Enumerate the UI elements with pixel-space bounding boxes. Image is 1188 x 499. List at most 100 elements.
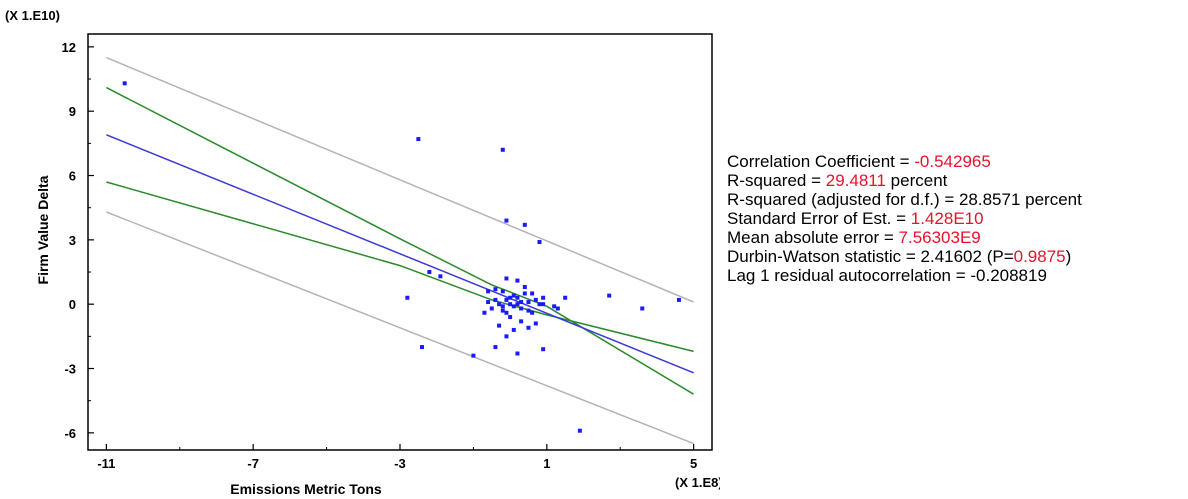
stat-line: R-squared = 29.4811 percent bbox=[727, 171, 1082, 190]
data-point bbox=[420, 345, 425, 350]
data-point bbox=[508, 315, 513, 320]
data-point bbox=[489, 306, 494, 311]
data-point bbox=[563, 295, 568, 300]
data-point bbox=[533, 321, 538, 326]
confidence-limits bbox=[106, 86, 694, 395]
y-tick-label: 3 bbox=[69, 233, 76, 248]
x-tick-label: -3 bbox=[394, 456, 406, 471]
stat-value: 1.428E10 bbox=[910, 209, 984, 228]
data-point bbox=[515, 295, 520, 300]
data-point bbox=[515, 278, 520, 283]
data-point bbox=[676, 297, 681, 302]
data-point bbox=[526, 325, 531, 330]
stat-value: -0.542965 bbox=[914, 152, 991, 171]
data-point bbox=[500, 304, 505, 309]
x-tick-label: -11 bbox=[97, 456, 115, 471]
x-tick-label: 1 bbox=[543, 456, 550, 471]
data-point bbox=[522, 222, 527, 227]
y-scale-note: (X 1.E10) bbox=[5, 8, 60, 23]
y-axis-title: Firm Value Delta bbox=[35, 175, 51, 284]
stat-label: Standard Error of Est. = bbox=[727, 209, 911, 228]
data-point bbox=[471, 353, 476, 358]
stat-line: Lag 1 residual autocorrelation = -0.2088… bbox=[727, 266, 1082, 285]
data-point bbox=[511, 327, 516, 332]
data-point bbox=[504, 297, 509, 302]
data-point bbox=[537, 240, 542, 244]
stat-line: Correlation Coefficient = -0.542965 bbox=[727, 152, 1082, 171]
confidence-upper-line bbox=[106, 86, 694, 395]
data-point bbox=[577, 428, 582, 433]
data-point bbox=[486, 300, 491, 305]
data-point bbox=[486, 289, 491, 294]
fitted-line bbox=[106, 134, 694, 374]
prediction-lower-line bbox=[106, 211, 694, 445]
regression-statistics: Correlation Coefficient = -0.542965 R-squ… bbox=[727, 152, 1082, 285]
stat-suffix: percent bbox=[885, 171, 948, 190]
data-point bbox=[497, 323, 502, 328]
data-points bbox=[122, 81, 681, 433]
data-point bbox=[427, 270, 432, 275]
data-point bbox=[416, 137, 421, 142]
fit-line bbox=[106, 134, 694, 374]
stat-line: Standard Error of Est. = 1.428E10 bbox=[727, 209, 1082, 228]
stat-label: R-squared = bbox=[727, 171, 826, 190]
data-point bbox=[482, 310, 487, 315]
data-point bbox=[515, 302, 520, 307]
y-tick-label: 0 bbox=[69, 297, 76, 312]
x-scale-note: (X 1.E8) bbox=[675, 475, 720, 490]
stat-line: R-squared (adjusted for d.f.) = 28.8571 … bbox=[727, 190, 1082, 209]
x-tick-label: -7 bbox=[247, 456, 259, 471]
data-point bbox=[515, 351, 520, 356]
prediction-limits bbox=[106, 56, 694, 445]
data-point bbox=[607, 293, 612, 298]
stat-line: Durbin-Watson statistic = 2.41602 (P=0.9… bbox=[727, 247, 1082, 266]
data-point bbox=[500, 308, 505, 313]
data-point bbox=[493, 287, 498, 292]
y-tick-label: 9 bbox=[69, 104, 76, 119]
data-point bbox=[493, 345, 498, 350]
data-point bbox=[519, 319, 524, 324]
data-point bbox=[508, 295, 513, 300]
stat-line: Mean absolute error = 7.56303E9 bbox=[727, 228, 1082, 247]
data-point bbox=[526, 308, 531, 313]
data-point bbox=[522, 285, 527, 290]
data-point bbox=[504, 310, 509, 315]
data-point bbox=[530, 291, 535, 296]
data-point bbox=[541, 302, 546, 307]
stat-label: Lag 1 residual autocorrelation = -0.2088… bbox=[727, 266, 1047, 285]
stat-value: 0.9875 bbox=[1013, 247, 1066, 266]
data-point bbox=[552, 304, 557, 309]
data-point bbox=[522, 291, 527, 296]
stat-value: 7.56303E9 bbox=[898, 228, 981, 247]
data-point bbox=[122, 81, 127, 86]
x-axis-title: Emissions Metric Tons bbox=[230, 481, 382, 497]
data-point bbox=[511, 293, 516, 298]
data-point bbox=[500, 147, 505, 152]
data-point bbox=[541, 347, 546, 352]
data-point bbox=[438, 274, 443, 279]
data-point bbox=[519, 306, 524, 311]
data-point bbox=[500, 289, 505, 294]
data-point bbox=[511, 304, 516, 309]
x-tick-label: 5 bbox=[690, 456, 697, 471]
data-point bbox=[640, 306, 645, 311]
data-point bbox=[530, 310, 535, 315]
stat-label: R-squared (adjusted for d.f.) = 28.8571 … bbox=[727, 190, 1082, 209]
data-point bbox=[555, 306, 560, 311]
data-point bbox=[541, 295, 546, 300]
prediction-upper-line bbox=[106, 56, 694, 303]
y-tick-label: 6 bbox=[69, 169, 76, 184]
data-point bbox=[493, 297, 498, 302]
y-tick-label: -3 bbox=[64, 362, 76, 377]
confidence-lower-line bbox=[106, 181, 694, 353]
data-point bbox=[537, 302, 542, 307]
data-point bbox=[504, 218, 509, 223]
data-point bbox=[405, 295, 410, 300]
stat-value: 29.4811 bbox=[825, 171, 886, 190]
y-axis-ticks: 12 9 6 3 0 -3 -6 bbox=[62, 40, 94, 441]
stat-label: Mean absolute error = bbox=[727, 228, 899, 247]
data-point bbox=[497, 302, 502, 307]
data-point bbox=[526, 300, 531, 305]
data-point bbox=[504, 334, 509, 339]
